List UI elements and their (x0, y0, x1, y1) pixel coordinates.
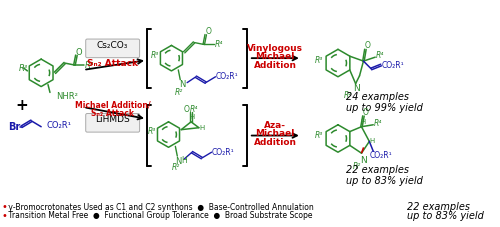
Text: R²: R² (352, 162, 360, 171)
Text: +: + (15, 98, 28, 113)
Text: R³: R³ (148, 127, 156, 136)
Text: R⁴: R⁴ (214, 40, 222, 49)
Text: Sₙ₂ Attack: Sₙ₂ Attack (91, 109, 134, 118)
Text: CO₂R¹: CO₂R¹ (382, 61, 404, 69)
Text: Michael: Michael (256, 52, 295, 61)
Text: CO₂R¹: CO₂R¹ (46, 121, 72, 130)
Text: R²: R² (175, 88, 184, 97)
Text: •: • (2, 202, 8, 212)
Text: Aza-: Aza- (264, 121, 286, 130)
Text: R⁴: R⁴ (374, 119, 382, 128)
Text: Br: Br (8, 122, 20, 132)
Text: Michael Addition/: Michael Addition/ (75, 101, 150, 110)
Text: 22 examples: 22 examples (346, 165, 409, 175)
Text: R³: R³ (315, 56, 324, 65)
Text: R³: R³ (315, 131, 324, 140)
Text: 24 examples: 24 examples (346, 92, 409, 102)
Text: O: O (364, 41, 370, 50)
Text: N: N (353, 84, 360, 93)
Text: R²: R² (344, 91, 352, 100)
Text: Cs₂CO₃: Cs₂CO₃ (97, 41, 128, 50)
Text: R⁴: R⁴ (84, 61, 94, 69)
Text: Sₙ₂ Attack: Sₙ₂ Attack (87, 59, 138, 68)
Text: H: H (370, 138, 375, 144)
Text: Transition Metal Free  ●  Functional Group Tolerance  ●  Broad Substrate Scope: Transition Metal Free ● Functional Group… (6, 211, 312, 220)
Text: R²: R² (172, 163, 180, 172)
Text: Addition: Addition (254, 61, 297, 69)
Text: R³: R³ (19, 64, 28, 73)
Text: H: H (190, 114, 194, 120)
Text: γ-Bromocrotonates Used as C1 and C2 synthons  ●  Base-Controlled Annulation: γ-Bromocrotonates Used as C1 and C2 synt… (6, 202, 314, 212)
Text: O: O (183, 105, 189, 114)
Text: R³: R³ (150, 51, 159, 60)
Text: •: • (2, 211, 8, 221)
Text: R⁴: R⁴ (376, 51, 384, 60)
Text: R⁴: R⁴ (190, 105, 198, 114)
Text: H: H (361, 119, 366, 125)
Text: 22 examples: 22 examples (406, 202, 470, 212)
Text: up to 83% yield: up to 83% yield (346, 176, 422, 186)
Text: up to 83% yield: up to 83% yield (406, 211, 484, 221)
Text: CO₂R¹: CO₂R¹ (212, 148, 234, 157)
Text: O: O (206, 27, 212, 36)
Text: CO₂R¹: CO₂R¹ (370, 151, 392, 160)
Text: LiHMDS: LiHMDS (96, 115, 130, 124)
Text: NHR²: NHR² (56, 92, 78, 101)
Text: N: N (360, 155, 367, 165)
FancyBboxPatch shape (86, 39, 140, 58)
Text: N: N (175, 156, 182, 165)
Text: H: H (199, 125, 204, 131)
Text: CO₂R¹: CO₂R¹ (216, 72, 238, 81)
FancyBboxPatch shape (86, 114, 140, 132)
Text: O: O (362, 108, 368, 116)
Text: O: O (75, 48, 82, 57)
Text: Addition: Addition (254, 138, 297, 147)
Text: Michael: Michael (256, 129, 295, 138)
Text: up to 99% yield: up to 99% yield (346, 103, 422, 113)
Text: H: H (182, 155, 187, 165)
Text: N: N (179, 80, 186, 89)
Text: Vinylogous: Vinylogous (248, 44, 304, 53)
